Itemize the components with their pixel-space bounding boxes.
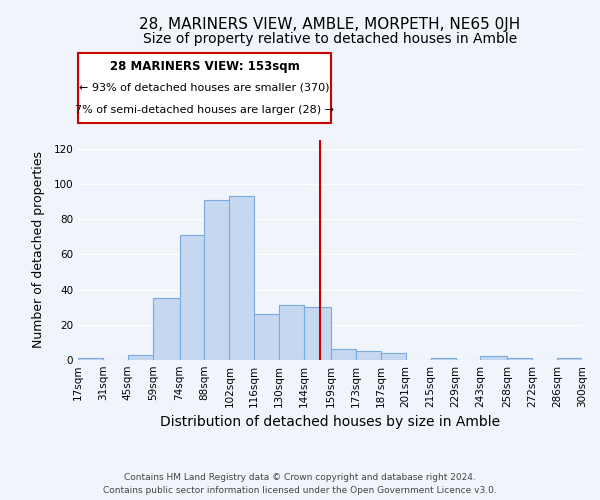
Bar <box>557 358 582 360</box>
Bar <box>431 358 455 360</box>
Bar <box>279 306 304 360</box>
Bar <box>331 350 356 360</box>
Bar <box>179 235 205 360</box>
Bar <box>304 307 331 360</box>
Text: Contains public sector information licensed under the Open Government Licence v3: Contains public sector information licen… <box>103 486 497 495</box>
Bar <box>78 358 103 360</box>
Text: 28 MARINERS VIEW: 153sqm: 28 MARINERS VIEW: 153sqm <box>110 60 299 73</box>
Text: 7% of semi-detached houses are larger (28) →: 7% of semi-detached houses are larger (2… <box>75 105 334 115</box>
X-axis label: Distribution of detached houses by size in Amble: Distribution of detached houses by size … <box>160 416 500 430</box>
Bar <box>229 196 254 360</box>
Bar <box>381 353 406 360</box>
Bar <box>254 314 279 360</box>
Bar <box>205 200 229 360</box>
Bar <box>356 351 381 360</box>
Y-axis label: Number of detached properties: Number of detached properties <box>32 152 45 348</box>
Bar <box>153 298 179 360</box>
Bar <box>507 358 532 360</box>
Text: 28, MARINERS VIEW, AMBLE, MORPETH, NE65 0JH: 28, MARINERS VIEW, AMBLE, MORPETH, NE65 … <box>139 18 521 32</box>
Bar <box>481 356 507 360</box>
Text: Contains HM Land Registry data © Crown copyright and database right 2024.: Contains HM Land Registry data © Crown c… <box>124 474 476 482</box>
Bar <box>128 354 153 360</box>
Text: ← 93% of detached houses are smaller (370): ← 93% of detached houses are smaller (37… <box>79 82 329 92</box>
Text: Size of property relative to detached houses in Amble: Size of property relative to detached ho… <box>143 32 517 46</box>
